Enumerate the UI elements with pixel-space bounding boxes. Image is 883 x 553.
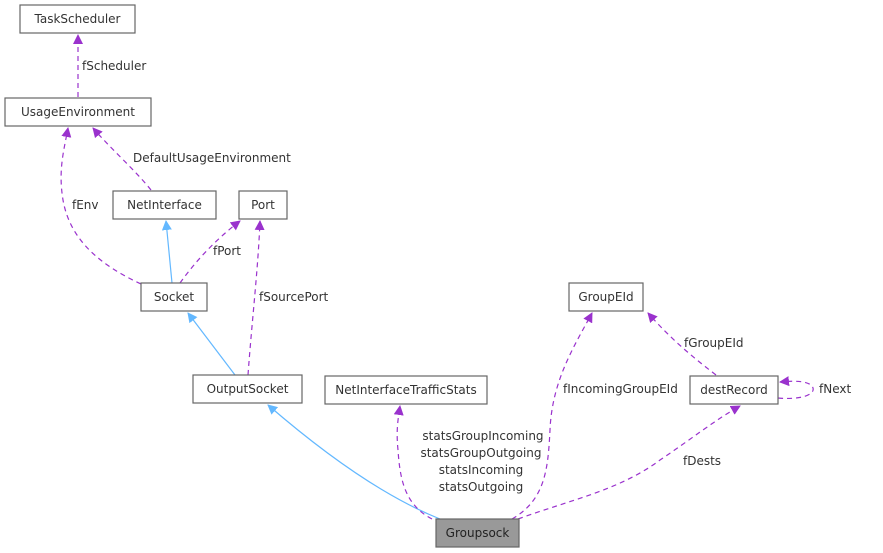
node-netinterfacetrafficstats[interactable]: NetInterfaceTrafficStats	[324, 375, 488, 405]
label-stats-group-incoming: statsGroupIncoming	[422, 429, 543, 443]
node-port[interactable]: Port	[238, 190, 288, 220]
label-stats-incoming: statsIncoming	[439, 463, 524, 477]
label-fincominggroupeid: fIncomingGroupEId	[563, 382, 678, 396]
edge-inherit-outputsocket	[267, 404, 441, 520]
label-fenv: fEnv	[72, 198, 99, 212]
node-label: NetInterface	[127, 198, 202, 212]
edge-stats	[393, 405, 433, 520]
node-label: Socket	[154, 290, 194, 304]
node-label: UsageEnvironment	[21, 105, 135, 119]
node-groupeid[interactable]: GroupEId	[568, 282, 644, 312]
label-fport: fPort	[213, 244, 241, 258]
edge-fgroupeid	[647, 312, 717, 376]
edge-default-usage-environment	[92, 127, 152, 191]
node-usageenvironment[interactable]: UsageEnvironment	[4, 97, 152, 127]
node-label: NetInterfaceTrafficStats	[335, 383, 476, 397]
node-netinterface[interactable]: NetInterface	[112, 190, 217, 220]
label-fscheduler: fScheduler	[82, 59, 146, 73]
edge-inherit-netinterface	[161, 220, 173, 284]
node-outputsocket[interactable]: OutputSocket	[192, 374, 303, 404]
node-label: GroupEId	[578, 290, 633, 304]
label-stats-group-outgoing: statsGroupOutgoing	[420, 446, 541, 460]
node-label: OutputSocket	[207, 382, 289, 396]
node-label: destRecord	[700, 383, 767, 397]
node-socket[interactable]: Socket	[140, 282, 208, 312]
edge-fsourceport	[247, 220, 265, 376]
node-label: Port	[251, 198, 275, 212]
label-fdests: fDests	[683, 454, 721, 468]
label-fsourceport: fSourcePort	[259, 290, 329, 304]
edge-inherit-socket	[187, 312, 236, 376]
node-destrecord[interactable]: destRecord	[689, 375, 779, 405]
edge-fdests	[517, 405, 741, 520]
edge-fnext	[777, 376, 814, 400]
label-default-usage-environment: DefaultUsageEnvironment	[133, 151, 291, 165]
node-groupsock[interactable]: Groupsock	[435, 518, 520, 548]
label-fgroupeid: fGroupEId	[684, 336, 744, 350]
node-label: Groupsock	[446, 526, 510, 540]
label-stats-outgoing: statsOutgoing	[439, 480, 524, 494]
node-taskscheduler[interactable]: TaskScheduler	[19, 4, 136, 34]
edge-fincominggroupeid	[511, 312, 593, 520]
node-label: TaskScheduler	[34, 12, 121, 26]
label-fnext: fNext	[819, 382, 851, 396]
